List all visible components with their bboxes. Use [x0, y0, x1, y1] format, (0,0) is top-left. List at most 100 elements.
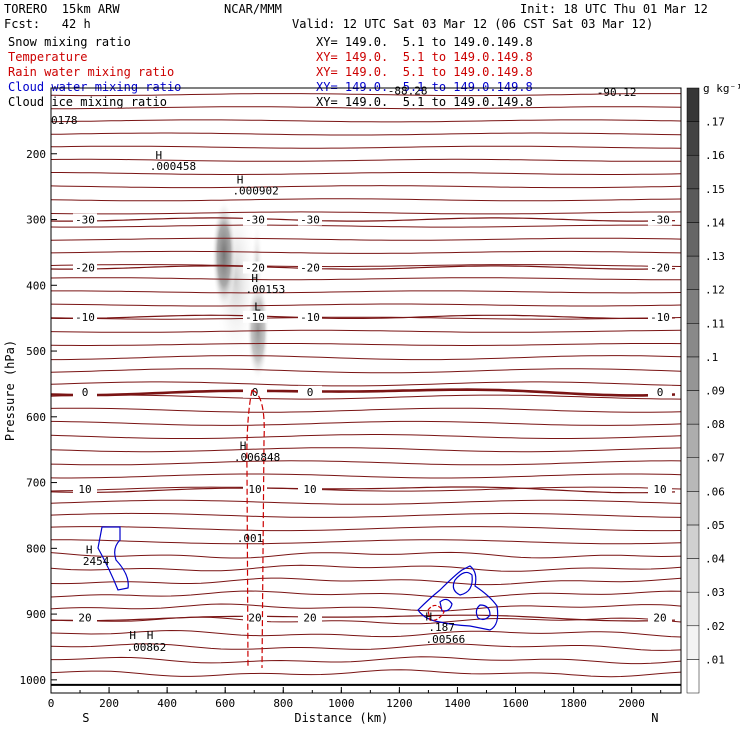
isotherm-label: 20 — [78, 611, 91, 624]
isotherm-label-bg — [73, 483, 97, 496]
rain-contour-left — [246, 389, 253, 669]
isotherm-label: 0 — [657, 386, 664, 399]
isotherm-label-bg — [243, 611, 267, 624]
theta-line — [51, 355, 682, 361]
colorbar-bin — [686, 524, 700, 559]
legend-xy-cloud-water: XY= 149.0. 5.1 to 149.0.149.8 — [316, 80, 533, 94]
contour-annotation: -88.28 — [388, 85, 428, 98]
plot-border — [50, 87, 682, 694]
y-tick-label: 900 — [26, 608, 46, 621]
plot-annotations: 0178H.000458H.000902H.00153LH.006848.001… — [51, 85, 637, 654]
theta-line — [50, 329, 682, 333]
isotherm-label: 0 — [307, 386, 314, 399]
theta-line — [50, 669, 682, 678]
theta-line — [50, 132, 682, 136]
colorbar-bin — [686, 255, 700, 290]
contour-annotation: H — [237, 173, 244, 186]
contour-annotation: .001 — [237, 532, 264, 545]
colorbar-tick-label: .17 — [705, 116, 725, 129]
isotherm-label: 10 — [78, 483, 91, 496]
contour-annotation: H — [147, 629, 154, 642]
contour-annotation: H — [426, 611, 433, 624]
potential-temperature-lines: -30 -30 -30 -30 -20 -20 -20 -20 -10 -10 -10 -10 0 0 0 0… — [50, 93, 682, 678]
theta-line — [50, 303, 682, 307]
theta-line — [50, 526, 682, 532]
colorbar-bin — [686, 289, 700, 324]
theta-line — [50, 420, 682, 426]
theta-line — [50, 368, 682, 374]
colorbar-tick-label: .1 — [705, 351, 718, 364]
y-tick-label: 500 — [26, 345, 46, 358]
init-time: Init: 18 UTC Thu 01 Mar 12 — [520, 2, 708, 16]
isotherm-label-bg — [298, 213, 322, 226]
isotherm-label-bg — [298, 261, 322, 274]
isotherm-label: -20 — [75, 262, 95, 275]
theta-line — [50, 237, 682, 241]
isotherm--30 — [50, 217, 676, 222]
legend-label-rain: Rain water mixing ratio — [8, 65, 175, 79]
theta-line — [51, 539, 682, 545]
theta-line — [50, 616, 682, 625]
theta-line — [50, 198, 682, 202]
colorbar-bin — [686, 356, 700, 391]
isotherm-label: 20 — [248, 611, 261, 624]
plot-axes: 0 200 400 600 800 1000 1200 1400 1600 1800 2000200… — [3, 148, 662, 725]
legend-label-cloud-water: Cloud water mixing ratio — [8, 80, 182, 94]
north-label: N — [651, 711, 658, 725]
x-tick-label: 1400 — [444, 697, 471, 710]
colorbar-bin — [686, 222, 700, 257]
theta-line — [50, 185, 682, 189]
theta-line — [51, 290, 682, 294]
theta-line — [50, 250, 682, 254]
isotherm--20 — [50, 265, 676, 270]
rain-water-contours — [246, 389, 265, 669]
contour-annotation: L — [254, 300, 261, 313]
isotherm-label-bg — [243, 261, 267, 274]
colorbar: .01 .02 .03 .04 .05 .06 .07 .08 .09 .1 .11 .12 .13 .1… — [686, 82, 740, 694]
colorbar-tick-label: .06 — [705, 485, 725, 498]
isotherm-label-bg — [73, 385, 97, 398]
isotherm-label-bg — [243, 483, 267, 496]
x-tick-label: 1600 — [502, 697, 529, 710]
contour-annotation: .00862 — [126, 641, 166, 654]
org-title: NCAR/MMM — [224, 2, 282, 16]
contour-annotation: .00566 — [426, 633, 466, 646]
legend-label-cloud-ice: Cloud ice mixing ratio — [8, 95, 167, 109]
snow-shade-lower — [247, 280, 269, 380]
cloud-contour-east-inner3 — [439, 598, 453, 612]
colorbar-tick-label: .09 — [705, 385, 725, 398]
contour-annotation: .000458 — [150, 160, 196, 173]
colorbar-bin — [686, 154, 700, 190]
isotherm-label: 0 — [82, 386, 89, 399]
isotherm-label-bg — [73, 213, 97, 226]
isotherm-label-bg — [298, 310, 322, 323]
isotherm-label: -30 — [245, 214, 265, 227]
isotherm-label: -10 — [650, 311, 670, 324]
x-tick-label: 200 — [99, 697, 119, 710]
cloud-contour-east-inner1 — [452, 571, 473, 596]
x-tick-label: 1800 — [560, 697, 587, 710]
isotherm-label-bg — [73, 310, 97, 323]
theta-line — [50, 277, 681, 281]
legend-xy-snow: XY= 149.0. 5.1 to 149.0.149.8 — [316, 35, 533, 49]
theta-line — [50, 603, 682, 612]
isotherm-label: 20 — [653, 611, 666, 624]
cloud-contour-west — [97, 526, 129, 591]
theta-line — [50, 211, 682, 215]
theta-line — [50, 577, 682, 586]
isotherm-label: 20 — [303, 611, 316, 624]
legend-xy-rain: XY= 149.0. 5.1 to 149.0.149.8 — [316, 65, 533, 79]
legend-xy-cloud-ice: XY= 149.0. 5.1 to 149.0.149.8 — [316, 95, 533, 109]
theta-line — [50, 590, 682, 599]
colorbar-bin — [686, 188, 700, 223]
model-title: TORERO 15km ARW — [4, 2, 120, 16]
colorbar-tick-label: .05 — [705, 519, 725, 532]
contour-annotation: H — [156, 149, 163, 162]
contour-annotation: 0178 — [51, 114, 78, 127]
colorbar-bin — [686, 659, 700, 694]
theta-line — [50, 434, 682, 439]
theta-line — [50, 158, 682, 162]
rain-water-small-contour — [427, 604, 445, 621]
theta-line — [50, 499, 682, 505]
